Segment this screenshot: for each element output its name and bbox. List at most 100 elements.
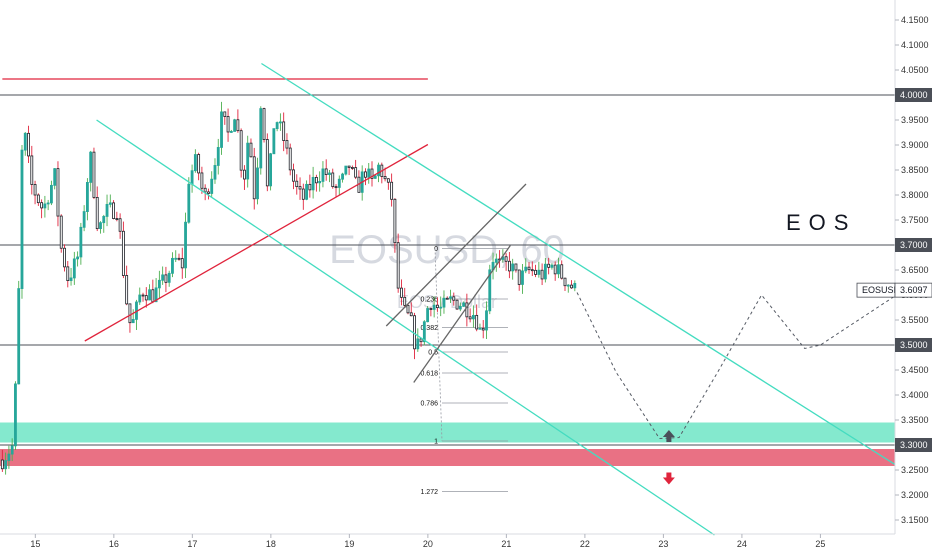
candle-body bbox=[334, 186, 338, 189]
candle-body bbox=[23, 132, 27, 151]
candle-body bbox=[550, 264, 554, 268]
time-tick-label: 20 bbox=[423, 539, 433, 549]
candle-body bbox=[481, 327, 485, 331]
candle-body bbox=[144, 295, 148, 301]
candle-body bbox=[138, 294, 142, 303]
watermark-name: EOS / Dollar bbox=[397, 292, 497, 312]
candle-body bbox=[154, 287, 158, 303]
watermark-symbol: EOSUSD, 60 bbox=[329, 228, 565, 272]
candle-body bbox=[383, 176, 387, 180]
candle-body bbox=[40, 202, 44, 209]
candle-body bbox=[537, 269, 541, 275]
candle-body bbox=[426, 308, 430, 323]
candle-body bbox=[171, 257, 174, 274]
price-tick-label: 4.1000 bbox=[901, 40, 929, 50]
candle-body bbox=[200, 172, 204, 189]
candle-body bbox=[269, 153, 273, 187]
candle-body bbox=[344, 165, 348, 175]
candle-body bbox=[43, 203, 47, 209]
candle-body bbox=[7, 453, 11, 462]
candles bbox=[0, 101, 577, 475]
candle-body bbox=[0, 459, 4, 470]
trendline bbox=[261, 62, 896, 466]
candle-body bbox=[210, 178, 214, 194]
candle-body bbox=[157, 279, 161, 289]
candle-body bbox=[282, 121, 286, 141]
candle-body bbox=[386, 178, 390, 183]
candle-body bbox=[27, 132, 30, 157]
candle-body bbox=[530, 269, 534, 272]
candle-body bbox=[337, 178, 341, 188]
projection-path bbox=[576, 292, 896, 440]
candle-body bbox=[504, 256, 508, 262]
candle-body bbox=[20, 149, 24, 289]
horizontal-levels bbox=[0, 94, 895, 446]
candle-body bbox=[494, 258, 498, 263]
candle-body bbox=[393, 198, 397, 244]
candle-body bbox=[403, 296, 407, 306]
candle-body bbox=[148, 289, 151, 301]
price-level-label: 3.3000 bbox=[900, 440, 928, 450]
candle-body bbox=[370, 168, 374, 179]
price-level-label: 4.0000 bbox=[900, 90, 928, 100]
candle-body bbox=[278, 121, 282, 124]
time-tick-label: 17 bbox=[187, 539, 197, 549]
candle-body bbox=[462, 302, 466, 307]
price-tick-label: 3.3500 bbox=[901, 415, 929, 425]
time-tick-label: 22 bbox=[580, 539, 590, 549]
candle-body bbox=[249, 142, 253, 158]
price-tick-label: 3.1500 bbox=[901, 515, 929, 525]
candle-body bbox=[112, 202, 115, 219]
candle-body bbox=[82, 211, 86, 228]
fib-level-label: 0.786 bbox=[420, 401, 438, 408]
candle-body bbox=[213, 165, 217, 180]
time-tick-label: 21 bbox=[501, 539, 511, 549]
arrows bbox=[662, 430, 675, 485]
candle-body bbox=[50, 184, 53, 204]
candle-body bbox=[76, 256, 80, 260]
candle-body bbox=[445, 297, 449, 300]
eos-annotation: EOS bbox=[786, 210, 856, 235]
candle-body bbox=[557, 264, 560, 275]
candle-body bbox=[177, 257, 181, 260]
candle-body bbox=[553, 264, 557, 275]
candle-body bbox=[125, 275, 129, 305]
fib-level-label: 1.272 bbox=[420, 489, 438, 496]
time-axis: 15 16 17 18 19 20 21 22 23 24 25 bbox=[30, 534, 825, 549]
candle-body bbox=[422, 321, 426, 343]
fib-level-label: 0.618 bbox=[420, 371, 438, 378]
fib-level-label: 0 bbox=[434, 246, 438, 253]
arrow-head bbox=[662, 430, 675, 437]
candle-body bbox=[17, 288, 21, 385]
fib-level-label: 0.382 bbox=[420, 325, 438, 332]
candle-body bbox=[331, 172, 335, 188]
candle-body bbox=[465, 302, 469, 318]
candle-body bbox=[324, 168, 328, 175]
candle-body bbox=[226, 116, 230, 133]
candle-body bbox=[220, 111, 223, 148]
candle-body bbox=[239, 130, 243, 171]
price-axis-labels: 4.0000 3.7000 3.5000 3.3000 EOSUSD 3.6097 bbox=[856, 88, 932, 452]
candle-body bbox=[432, 304, 436, 310]
candle-body bbox=[63, 247, 66, 268]
candle-body bbox=[164, 274, 168, 283]
candle-body bbox=[229, 131, 233, 133]
candle-body bbox=[275, 122, 279, 130]
candle-body bbox=[53, 168, 57, 186]
candle-body bbox=[485, 310, 488, 331]
candle-body bbox=[102, 216, 106, 224]
price-level-label: 3.5000 bbox=[900, 340, 928, 350]
candle-body bbox=[377, 164, 380, 177]
candle-body bbox=[534, 269, 537, 275]
price-tick-label: 3.4500 bbox=[901, 365, 929, 375]
candle-body bbox=[285, 140, 289, 149]
candle-body bbox=[259, 108, 263, 169]
candle-body bbox=[92, 151, 96, 198]
candle-body bbox=[262, 108, 266, 140]
candle-body bbox=[439, 306, 443, 309]
candle-body bbox=[161, 274, 165, 281]
candle-body bbox=[321, 168, 325, 182]
price-tick-label: 3.7500 bbox=[901, 215, 929, 225]
candle-body bbox=[99, 222, 102, 230]
